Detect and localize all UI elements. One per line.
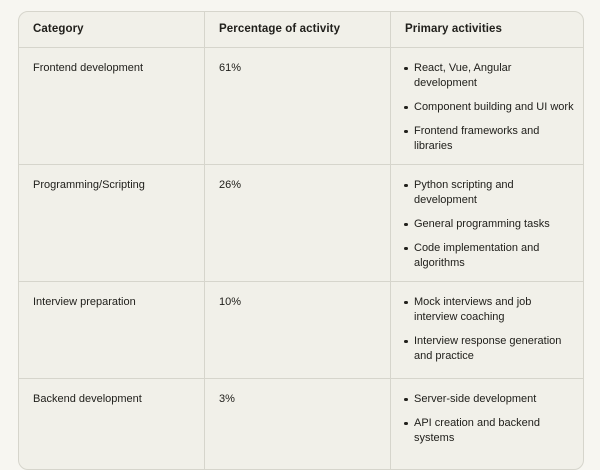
table-row-backend-development: Backend development 3% Server-side devel… xyxy=(19,379,583,469)
category-cell: Frontend development xyxy=(19,48,205,165)
header-activities: Primary activities xyxy=(391,12,583,48)
activity-text: Server-side development xyxy=(414,393,537,405)
activity-text: Interview response generation and practi… xyxy=(414,335,562,362)
bullet-icon xyxy=(404,246,408,250)
activity-item: Component building and UI work xyxy=(403,100,575,115)
activities-cell: Server-side development API creation and… xyxy=(391,379,583,469)
activity-text: React, Vue, Angular development xyxy=(414,62,512,89)
activity-item: Mock interviews and job interview coachi… xyxy=(403,295,575,325)
header-row: Category Percentage of activity Primary … xyxy=(19,12,583,48)
activities-cell: React, Vue, Angular development Componen… xyxy=(391,48,583,165)
percentage-cell: 26% xyxy=(205,165,391,282)
bullet-icon xyxy=(404,397,408,401)
activities-cell: Python scripting and development General… xyxy=(391,165,583,282)
bullet-icon xyxy=(404,129,408,133)
percentage-cell: 10% xyxy=(205,282,391,379)
activities-list: Server-side development API creation and… xyxy=(403,392,575,446)
activity-item: Server-side development xyxy=(403,392,575,407)
category-cell: Backend development xyxy=(19,379,205,469)
activity-item: Interview response generation and practi… xyxy=(403,334,575,364)
header-percentage: Percentage of activity xyxy=(205,12,391,48)
bullet-icon xyxy=(404,183,408,187)
bullet-icon xyxy=(404,105,408,109)
activity-text: General programming tasks xyxy=(414,218,550,230)
bullet-icon xyxy=(404,421,408,425)
bullet-icon xyxy=(404,300,408,304)
table-row-frontend-development: Frontend development 61% React, Vue, Ang… xyxy=(19,48,583,165)
table-row-interview-preparation: Interview preparation 10% Mock interview… xyxy=(19,282,583,379)
activity-text: Frontend frameworks and libraries xyxy=(414,125,540,152)
activity-item: Python scripting and development xyxy=(403,178,575,208)
activity-item: Code implementation and algorithms xyxy=(403,241,575,271)
bullet-icon xyxy=(404,339,408,343)
activities-list: Mock interviews and job interview coachi… xyxy=(403,295,575,364)
activities-list: React, Vue, Angular development Componen… xyxy=(403,61,575,154)
activities-cell: Mock interviews and job interview coachi… xyxy=(391,282,583,379)
percentage-cell: 61% xyxy=(205,48,391,165)
bullet-icon xyxy=(404,66,408,70)
activities-list: Python scripting and development General… xyxy=(403,178,575,271)
activity-text: Component building and UI work xyxy=(414,101,574,113)
activity-item: React, Vue, Angular development xyxy=(403,61,575,91)
activity-item: API creation and backend systems xyxy=(403,416,575,446)
activity-item: Frontend frameworks and libraries xyxy=(403,124,575,154)
category-cell: Interview preparation xyxy=(19,282,205,379)
category-cell: Programming/Scripting xyxy=(19,165,205,282)
activity-text: Code implementation and algorithms xyxy=(414,242,540,269)
bullet-icon xyxy=(404,222,408,226)
activity-item: General programming tasks xyxy=(403,217,575,232)
activity-table: Category Percentage of activity Primary … xyxy=(18,11,584,470)
header-category: Category xyxy=(19,12,205,48)
activity-text: Python scripting and development xyxy=(414,179,514,206)
table-row-programming-scripting: Programming/Scripting 26% Python scripti… xyxy=(19,165,583,282)
activity-text: Mock interviews and job interview coachi… xyxy=(414,296,532,323)
percentage-cell: 3% xyxy=(205,379,391,469)
activity-text: API creation and backend systems xyxy=(414,417,540,444)
